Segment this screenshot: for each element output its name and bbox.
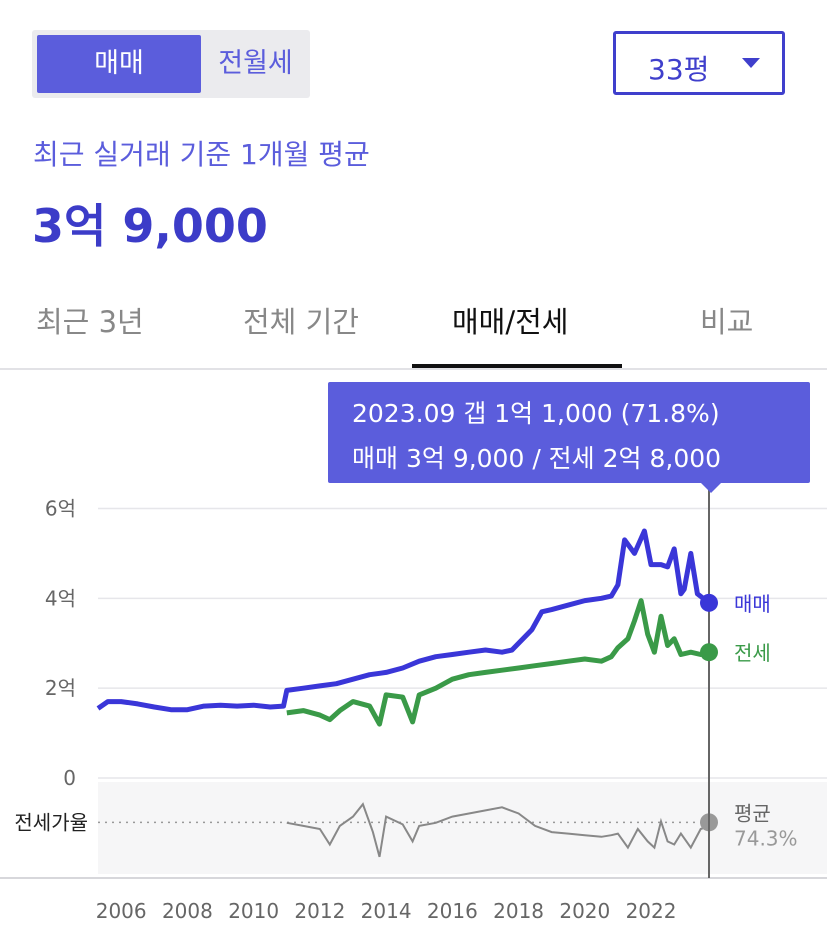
lease-toggle-button[interactable]: 전월세	[218, 48, 293, 79]
tooltip-arrow	[701, 483, 721, 493]
x-tick-label: 2012	[294, 899, 345, 923]
x-tick-label: 2006	[96, 899, 147, 923]
y-tick-label: 2억	[45, 676, 76, 700]
y-tick-label: 0	[63, 766, 76, 790]
x-tick-label: 2018	[493, 899, 544, 923]
caret-down-icon	[742, 58, 760, 68]
jeonse-marker	[700, 643, 718, 662]
ratio-label: 전세가율	[14, 810, 88, 834]
tooltip-price-line: 매매 3억 9,000 / 전세 2억 8,000	[352, 444, 722, 473]
tab-recent-3-years[interactable]: 최근 3년	[36, 305, 144, 339]
x-tick-label: 2022	[626, 899, 677, 923]
y-tick-label: 6억	[45, 496, 76, 520]
y-tick-label: 4억	[45, 586, 76, 610]
sale-series-label: 매매	[734, 592, 771, 616]
price-basis-label: 최근 실거래 기준 1개월 평균	[33, 138, 370, 171]
tab-all-period[interactable]: 전체 기간	[243, 305, 359, 339]
tooltip-gap-line: 2023.09 갭 1억 1,000 (71.8%)	[352, 399, 720, 428]
x-tick-label: 2020	[559, 899, 610, 923]
price-chart[interactable]: 0 2억 4억 6억 2006 2008 2010 2012 2014 2016 2018 2020…	[0, 370, 827, 935]
average-price: 3억 9,000	[32, 199, 268, 253]
tab-compare[interactable]: 비교	[700, 305, 754, 339]
chart-tooltip: 2023.09 갭 1억 1,000 (71.8%) 매매 3억 9,000 /…	[328, 382, 810, 493]
period-tabs: 최근 3년 전체 기간 매매/전세 비교	[0, 285, 827, 370]
area-select-value: 33평	[648, 53, 710, 86]
sale-toggle-button[interactable]: 매매	[37, 35, 201, 93]
x-tick-label: 2010	[228, 899, 279, 923]
sale-marker	[700, 593, 718, 612]
x-tick-label: 2016	[427, 899, 478, 923]
active-tab-indicator	[412, 364, 622, 368]
jeonse-price-line	[286, 598, 710, 727]
x-tick-label: 2014	[361, 899, 412, 923]
jeonse-ratio-line	[286, 802, 710, 858]
area-select[interactable]: 33평	[613, 31, 785, 95]
ratio-average-value: 74.3%	[734, 826, 798, 850]
tab-sale-jeonse[interactable]: 매매/전세	[452, 305, 569, 339]
deal-type-toggle: 매매 전월세	[32, 30, 310, 98]
ratio-band-background	[98, 782, 827, 874]
sale-price-line	[96, 528, 711, 713]
x-tick-label: 2008	[162, 899, 213, 923]
jeonse-series-label: 전세	[734, 641, 771, 665]
ratio-average-label: 평균	[734, 801, 771, 825]
